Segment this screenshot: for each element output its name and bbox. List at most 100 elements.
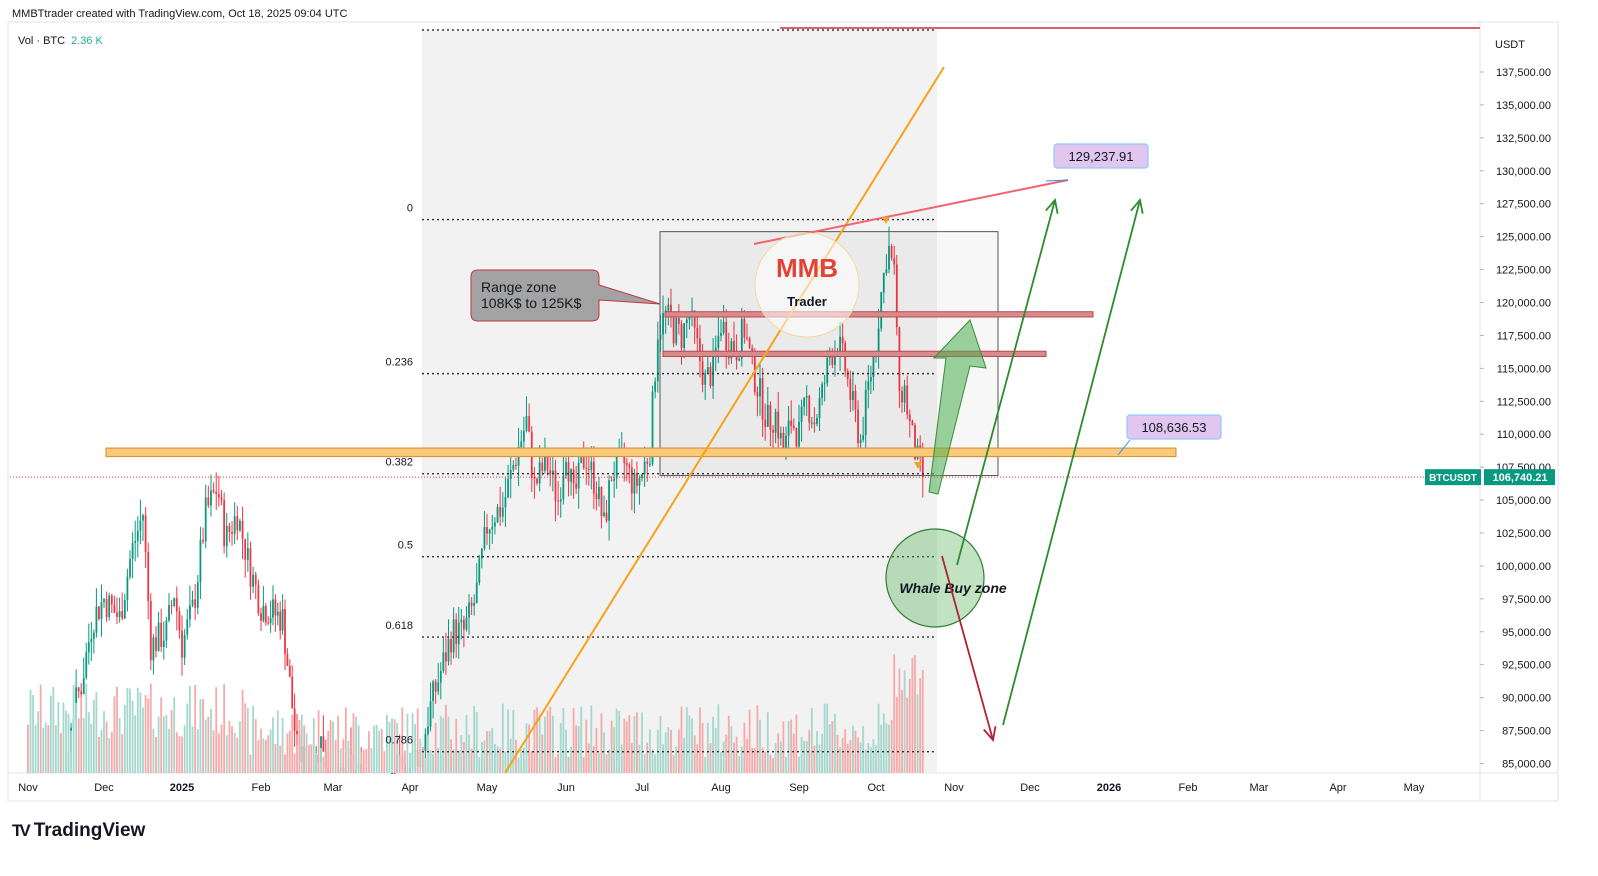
candle-body: [603, 512, 605, 517]
candle-body: [501, 507, 504, 517]
volume-bar: [867, 742, 870, 773]
candle-body: [504, 497, 507, 508]
volume-bar: [249, 754, 252, 773]
red-arrow-down: [941, 555, 994, 741]
volume-bar: [406, 713, 409, 773]
candle-body: [246, 548, 249, 560]
volume-bar: [236, 737, 239, 773]
candle-body: [638, 478, 641, 486]
candle-body: [220, 497, 223, 500]
volume-bar: [730, 726, 733, 773]
volume-bar: [600, 713, 603, 773]
candle-body: [792, 425, 795, 429]
candle-body: [157, 622, 160, 651]
volume-bar: [276, 710, 279, 773]
candle-body: [123, 600, 126, 619]
volume-bar: [87, 712, 90, 773]
volume-bar: [355, 716, 357, 773]
candle-body: [921, 454, 924, 478]
volume-bar: [766, 712, 769, 773]
candle-body: [864, 389, 867, 436]
volume-bar: [386, 714, 388, 773]
volume-bars: [27, 654, 924, 773]
y-tick-label: 92,500.00: [1502, 660, 1551, 672]
volume-bar: [575, 725, 578, 773]
volume-bar: [787, 720, 790, 773]
candle-body: [215, 491, 218, 495]
volume-bar: [362, 749, 365, 773]
candle-body: [186, 619, 189, 635]
volume-bar: [233, 732, 236, 773]
volume-bar: [885, 723, 888, 773]
tradingview-logo[interactable]: TV TradingView: [12, 820, 145, 842]
volume-bar: [722, 741, 725, 773]
candle-body: [149, 600, 152, 661]
volume-bar: [347, 740, 350, 773]
volume-bar: [414, 723, 417, 773]
candle-body: [429, 701, 432, 727]
candle-body: [911, 420, 914, 426]
candle-body: [852, 391, 854, 401]
volume-bar: [834, 713, 836, 773]
candle-body: [821, 384, 823, 398]
volume-bar: [821, 733, 823, 773]
volume-bar: [831, 721, 834, 773]
volume-bar: [401, 707, 404, 773]
candle-body: [649, 463, 651, 465]
volume-bar: [393, 719, 396, 773]
volume-bar: [649, 729, 651, 773]
volume-bar: [350, 746, 352, 773]
candle-body: [595, 493, 598, 499]
volume-bar: [641, 712, 643, 773]
candle-body: [103, 599, 105, 602]
candle-body: [239, 520, 241, 531]
volume-bar: [727, 715, 730, 773]
top-marker: [882, 217, 890, 224]
volume-bar: [37, 711, 40, 773]
candle-body: [709, 367, 712, 386]
candle-body: [228, 525, 231, 533]
candle-body: [785, 435, 787, 455]
candle-body: [87, 642, 90, 653]
volume-bar: [501, 703, 504, 773]
volume-bar: [769, 754, 772, 773]
volume-bar: [496, 746, 499, 773]
volume-bar: [859, 742, 862, 773]
volume-bar: [317, 710, 320, 773]
candle-body: [756, 392, 759, 397]
candle-body: [675, 317, 678, 344]
volume-bar: [344, 707, 347, 773]
candle-body: [478, 558, 481, 583]
volume-bar: [223, 684, 226, 773]
volume-bar: [357, 725, 360, 773]
candle-body: [630, 467, 633, 494]
volume-legend[interactable]: Vol · BTC 2.36 K: [18, 35, 103, 47]
volume-bar: [108, 737, 111, 773]
candle-body: [846, 371, 849, 379]
candle-body: [893, 258, 896, 265]
volume-bar: [134, 715, 137, 773]
volume-bar: [152, 728, 155, 773]
mmb-watermark-logo: [754, 232, 860, 338]
candle-body: [738, 358, 741, 361]
volume-bar: [890, 719, 893, 773]
candle-body: [257, 584, 260, 614]
volume-bar: [608, 749, 610, 773]
candle-body: [693, 310, 696, 328]
volume-bar: [712, 716, 714, 773]
volume-bar: [733, 742, 735, 773]
candle-body: [100, 601, 103, 619]
volume-bar: [911, 657, 914, 773]
volume-bar: [162, 716, 165, 773]
y-tick-label: 102,500.00: [1496, 528, 1551, 540]
volume-bar: [691, 718, 693, 773]
volume-bar: [810, 708, 813, 773]
x-tick-label: 2025: [170, 782, 194, 794]
volume-bar: [595, 727, 598, 773]
candle-body: [590, 461, 593, 471]
watermark-line-1: MMB: [776, 253, 838, 283]
candle-body: [249, 548, 252, 587]
x-tick-label: Mar: [324, 782, 343, 794]
candle-body: [126, 576, 129, 601]
